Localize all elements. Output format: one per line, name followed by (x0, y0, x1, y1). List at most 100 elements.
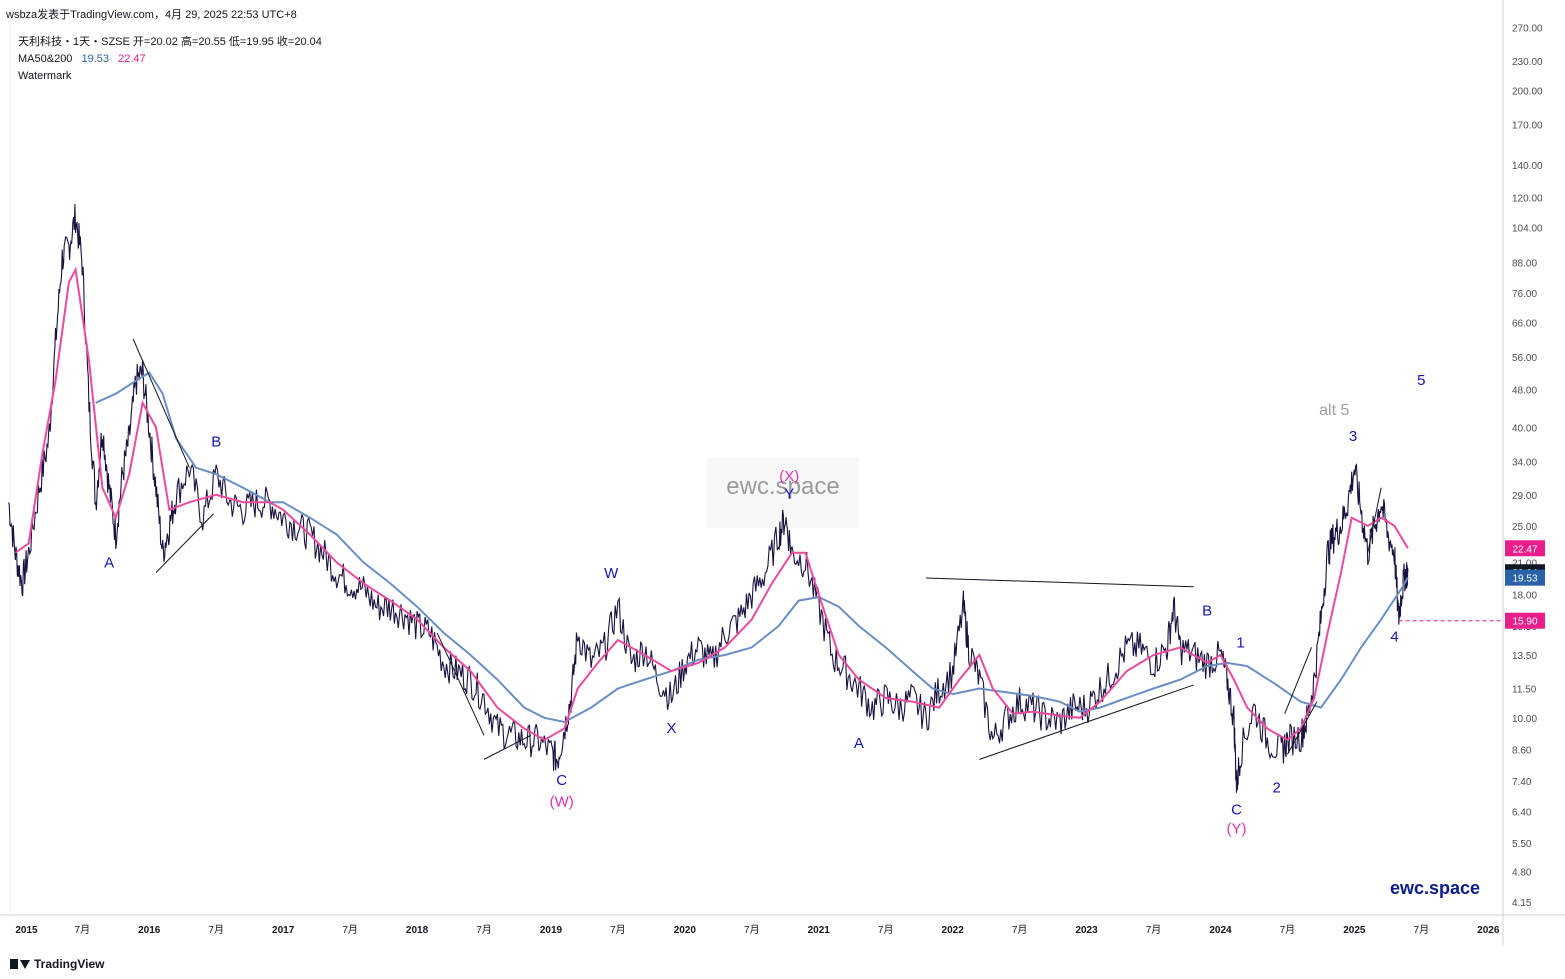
wave-label: 4 (1390, 628, 1398, 645)
price-tick-label: 25.00 (1512, 522, 1537, 533)
time-tick-label: 7月 (878, 924, 894, 936)
time-tick-label: 2026 (1477, 925, 1500, 936)
time-tick-label: 2018 (406, 925, 429, 936)
price-tick-label: 66.00 (1512, 319, 1537, 330)
time-tick-label: 7月 (1012, 924, 1028, 936)
time-tick-label: 7月 (342, 924, 358, 936)
time-tick-label: 2021 (808, 925, 831, 936)
trendline (1286, 701, 1318, 755)
time-tick-label: 2019 (540, 925, 563, 936)
ma200-price-box-bg (1505, 569, 1545, 586)
ma200-value: 22.47 (118, 53, 146, 65)
tradingview-footer[interactable]: TradingView (10, 957, 104, 971)
price-tick-label: 270.00 (1512, 24, 1543, 35)
trendline (1367, 487, 1382, 553)
ma50-value: 19.53 (81, 53, 110, 65)
price-tick-label: 4.80 (1512, 868, 1532, 879)
wave-label: B (1202, 602, 1212, 619)
price-series-line (8, 203, 1409, 793)
wave-label: (Y) (1227, 821, 1247, 838)
price-tick-label: 7.40 (1512, 777, 1532, 788)
wave-label: 2 (1273, 780, 1281, 797)
price-tick-label: 140.00 (1512, 161, 1543, 172)
price-tick-label: 13.50 (1512, 651, 1537, 662)
price-tick-label: 120.00 (1512, 193, 1543, 204)
time-tick-label: 7月 (208, 924, 224, 936)
wave-label: A (854, 735, 864, 752)
ma50-price-box-bg (1505, 540, 1545, 557)
ma50-price-box: 22.47 (1512, 544, 1537, 555)
time-tick-label: 7月 (1414, 924, 1430, 936)
trendline (436, 632, 485, 736)
trendline (483, 734, 532, 760)
time-tick-label: 2024 (1209, 925, 1232, 936)
ma-label: MA50&200 (18, 53, 73, 65)
wave-label: 5 (1417, 372, 1425, 389)
price-tick-label: 200.00 (1512, 86, 1543, 97)
wave-label: Y (784, 485, 794, 502)
hline-price-box: 15.90 (1512, 617, 1537, 628)
tradingview-brand-text: TradingView (34, 957, 105, 971)
time-tick-label: 2015 (15, 925, 38, 936)
brand-watermark: ewc.space (1389, 878, 1480, 898)
wave-label: alt 5 (1319, 402, 1349, 419)
price-tick-label: 29.00 (1512, 491, 1537, 502)
ma200-line (95, 371, 1409, 724)
price-tick-label: 18.00 (1512, 591, 1537, 602)
price-tick-label: 88.00 (1512, 258, 1537, 269)
price-tick-label: 34.00 (1512, 458, 1537, 469)
wave-label: C (556, 772, 567, 789)
price-tick-label: 170.00 (1512, 120, 1543, 131)
symbol-info-line: 天利科技・1天・SZSE 开=20.02 高=20.55 低=19.95 收=2… (18, 36, 322, 48)
price-tick-label: 4.15 (1512, 898, 1532, 909)
ma50-line (14, 266, 1409, 742)
tradingview-logo-icon (10, 959, 30, 969)
price-tick-label: 230.00 (1512, 57, 1543, 68)
wave-label: (W) (550, 793, 574, 810)
wave-label: A (104, 554, 114, 571)
wave-label: B (211, 434, 221, 451)
trendline (132, 338, 190, 468)
price-tick-label: 21.00 (1512, 558, 1537, 569)
time-tick-label: 2023 (1075, 925, 1098, 936)
price-tick-label: 56.00 (1512, 353, 1537, 364)
wave-label: X (666, 720, 676, 737)
time-tick-label: 7月 (610, 924, 626, 936)
price-tick-label: 5.50 (1512, 839, 1532, 850)
wave-label: 1 (1236, 634, 1244, 651)
price-tick-label: 104.00 (1512, 223, 1543, 234)
trendline (979, 684, 1194, 760)
time-tick-label: 2020 (674, 925, 697, 936)
trendline (925, 577, 1194, 588)
price-tick-label: 6.40 (1512, 807, 1532, 818)
wave-label: 3 (1349, 428, 1357, 445)
price-tick-label: 8.60 (1512, 745, 1532, 756)
time-tick-label: 2022 (942, 925, 965, 936)
time-tick-label: 2025 (1343, 925, 1366, 936)
wave-label: C (1231, 802, 1242, 819)
ma200-price-box: 19.53 (1512, 574, 1537, 585)
price-tick-label: 40.00 (1512, 424, 1537, 435)
wave-label: W (604, 565, 619, 582)
price-tick-label: 11.50 (1512, 685, 1537, 696)
publish-header: wsbza发表于TradingView.com，4月 29, 2025 22:5… (6, 9, 297, 21)
moving-average-legend[interactable]: MA50&200 19.53 22.47 (18, 51, 322, 68)
time-tick-label: 7月 (476, 924, 492, 936)
chart-legend: 天利科技・1天・SZSE 开=20.02 高=20.55 低=19.95 收=2… (18, 34, 322, 85)
watermark-indicator-label[interactable]: Watermark (18, 70, 72, 82)
center-watermark: ewc.space (726, 473, 839, 500)
price-tick-label: 10.00 (1512, 714, 1537, 725)
price-tick-label: 76.00 (1512, 289, 1537, 300)
time-tick-label: 2017 (272, 925, 295, 936)
time-tick-label: 7月 (1146, 924, 1162, 936)
price-tick-label: 48.00 (1512, 385, 1537, 396)
time-tick-label: 7月 (744, 924, 760, 936)
wave-label: (X) (779, 468, 799, 485)
trendline (1284, 647, 1312, 714)
time-tick-label: 2016 (138, 925, 161, 936)
trendline (155, 513, 214, 574)
hline-price-box-bg (1505, 612, 1545, 629)
time-tick-label: 7月 (1280, 924, 1296, 936)
time-tick-label: 7月 (75, 924, 91, 936)
